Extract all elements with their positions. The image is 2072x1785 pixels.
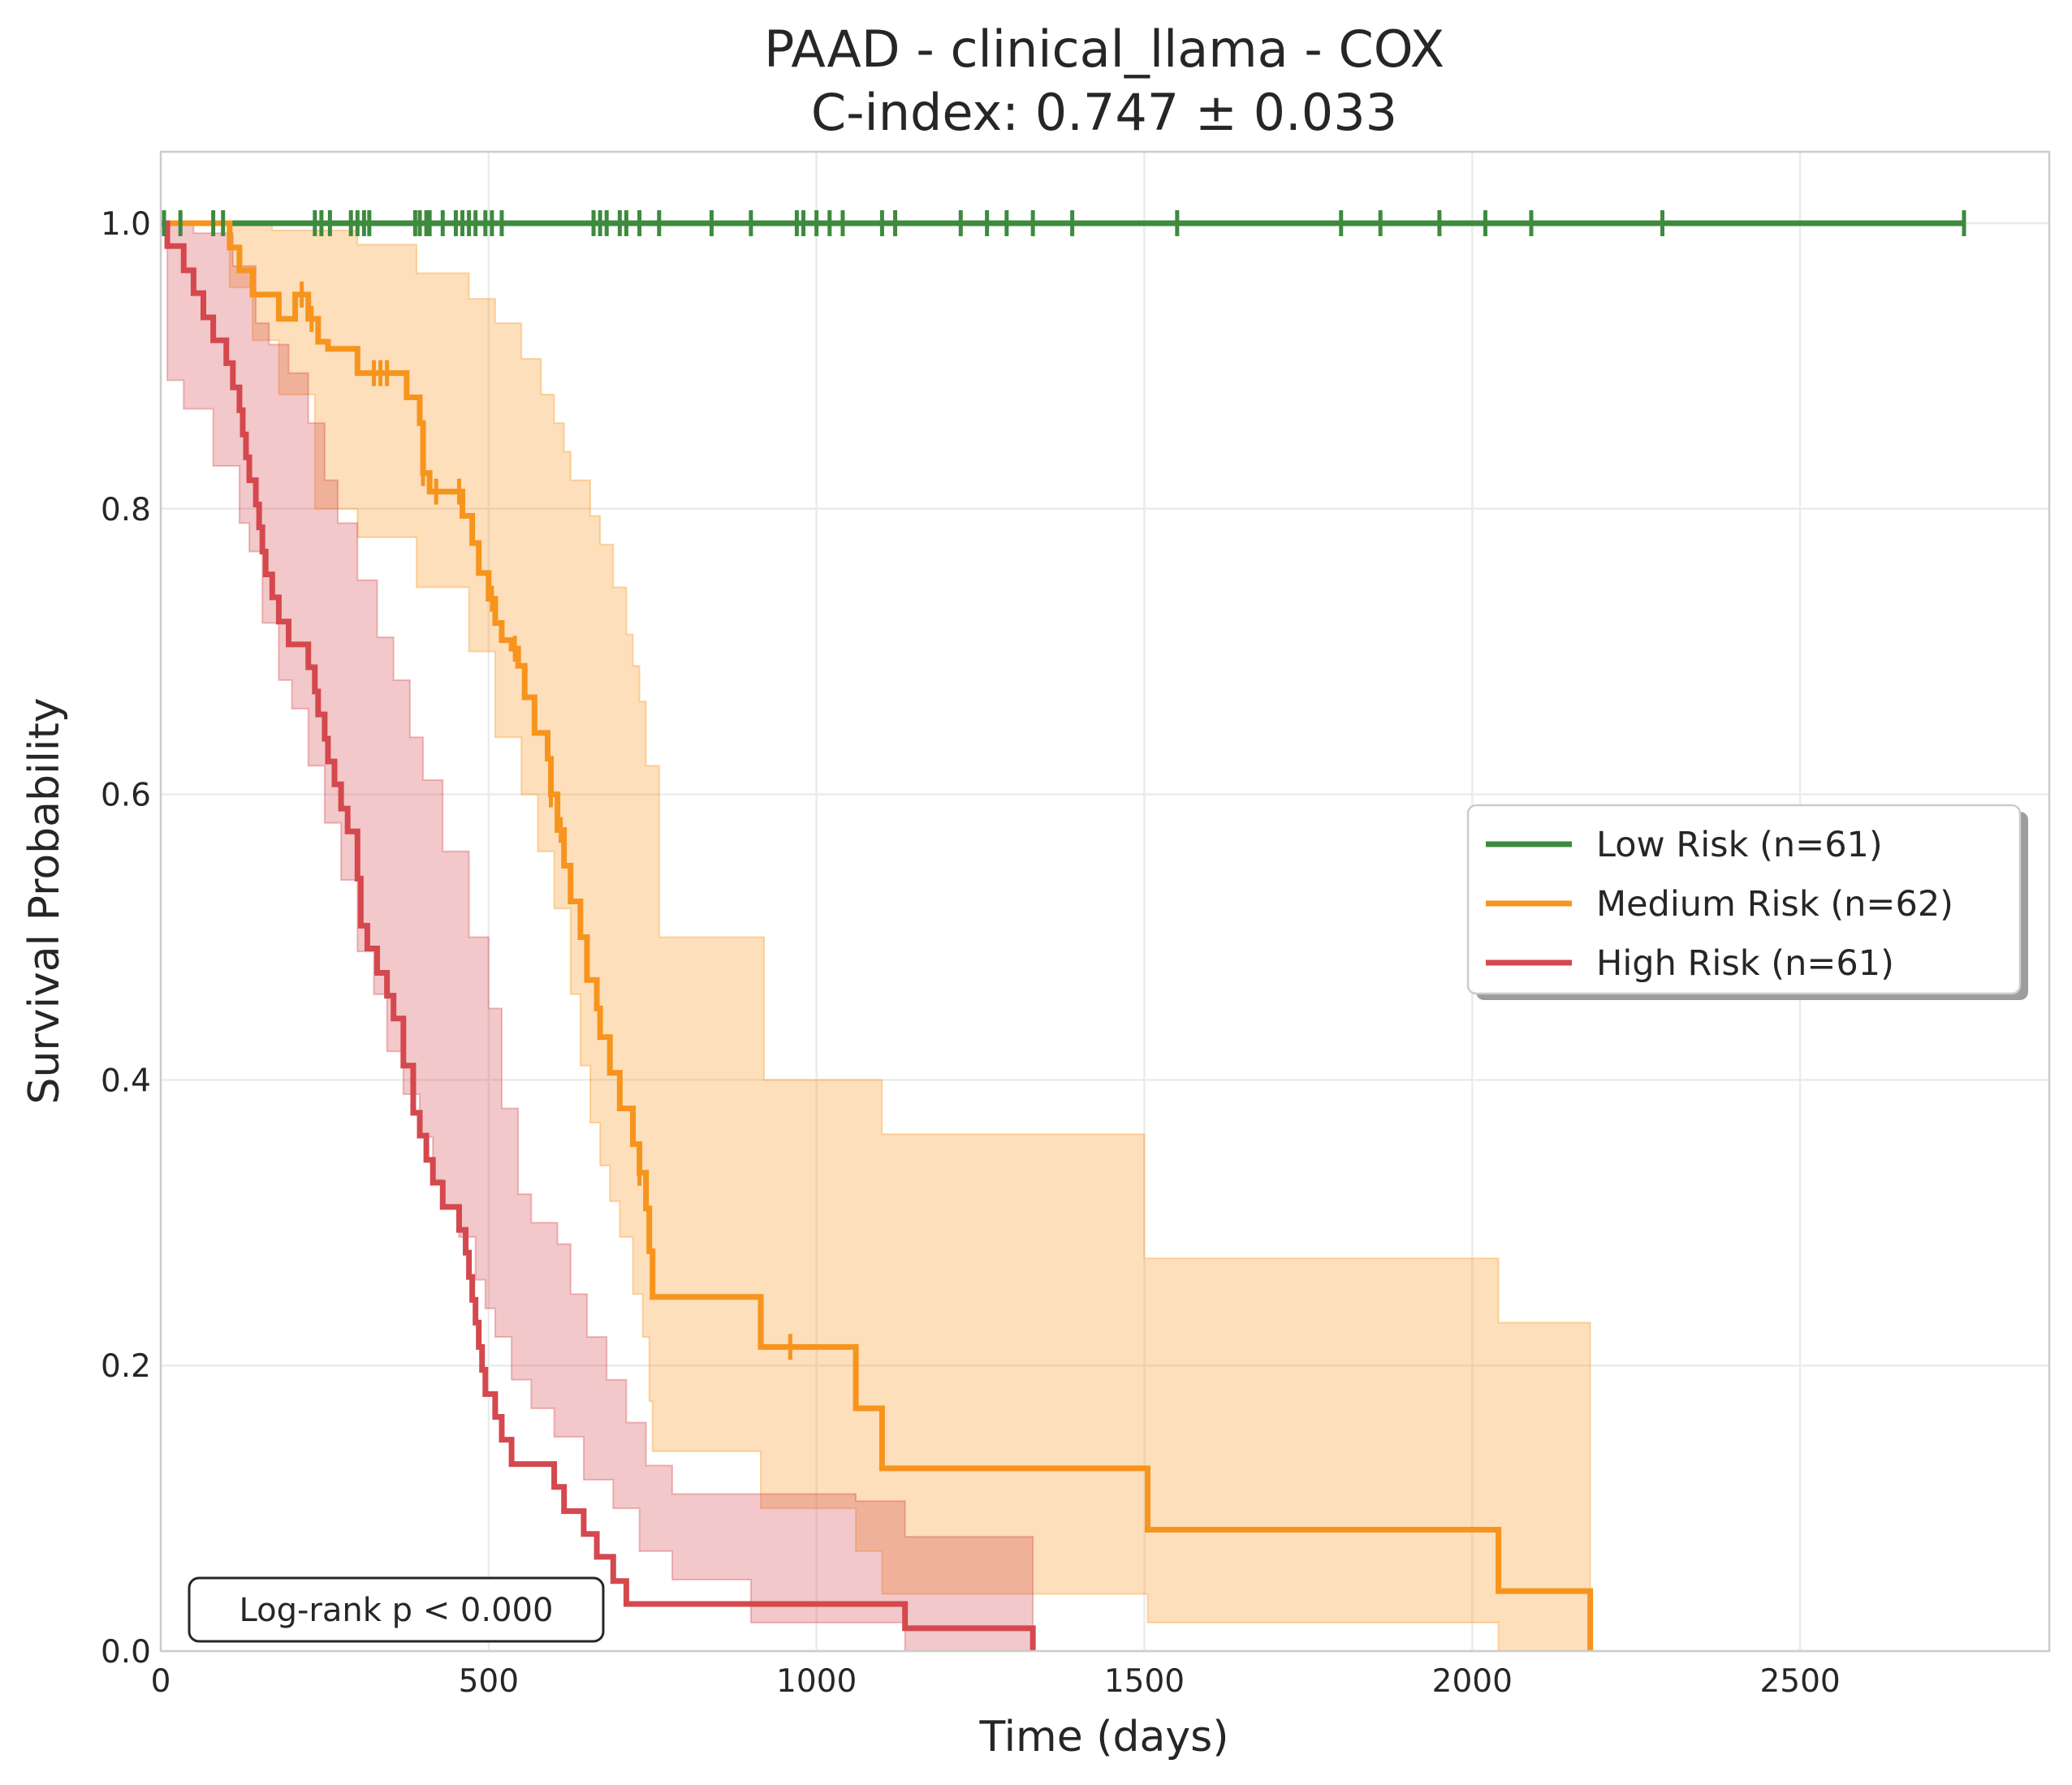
y-tick-label: 0.2 (101, 1348, 151, 1385)
logrank-annotation: Log-rank p < 0.000 (188, 1576, 605, 1643)
legend-items: Low Risk (n=61) Medium Risk (n=62) High Ri… (1486, 825, 1953, 984)
x-axis-label: Time (days) (978, 1713, 1228, 1761)
logrank-text: Log-rank p < 0.000 (240, 1592, 554, 1629)
x-tick-label: 1500 (1104, 1663, 1185, 1700)
confidence-bands (161, 222, 1591, 1652)
survival-curve (161, 220, 1036, 1651)
x-tick-label: 0 (151, 1663, 171, 1700)
annotation-box (188, 1576, 605, 1643)
legend-label: High Risk (n=61) (1596, 943, 1894, 984)
y-tick-label: 1.0 (101, 206, 151, 243)
legend-label: Low Risk (n=61) (1596, 825, 1883, 865)
x-tick-label: 2000 (1432, 1663, 1513, 1700)
ci-band (161, 222, 1034, 1652)
legend: Low Risk (n=61) Medium Risk (n=62) High Ri… (1466, 804, 2028, 1000)
y-axis-ticks: 0.0 0.2 0.4 0.6 0.8 1.0 (101, 206, 151, 1671)
x-tick-label: 1000 (776, 1663, 857, 1700)
censor-marks (162, 209, 1966, 1360)
plot-frame (159, 150, 2051, 1653)
x-axis-ticks: 0 500 1000 1500 2000 2500 (151, 1663, 1841, 1700)
y-tick-label: 0.6 (101, 778, 151, 814)
y-axis-label: Survival Probability (20, 697, 69, 1104)
survival-curve (161, 220, 1594, 1651)
chart-title: PAAD - clinical_llama - COX (764, 19, 1444, 79)
ci-band (161, 222, 1591, 1652)
legend-label: Medium Risk (n=62) (1596, 884, 1953, 925)
y-tick-label: 0.0 (101, 1634, 151, 1671)
legend-box (1466, 804, 2022, 995)
y-tick-label: 0.8 (101, 492, 151, 528)
chart-subtitle: C-index: 0.747 ± 0.033 (811, 83, 1397, 142)
y-tick-label: 0.4 (101, 1063, 151, 1099)
x-tick-label: 2500 (1759, 1663, 1840, 1700)
x-tick-label: 500 (459, 1663, 519, 1700)
